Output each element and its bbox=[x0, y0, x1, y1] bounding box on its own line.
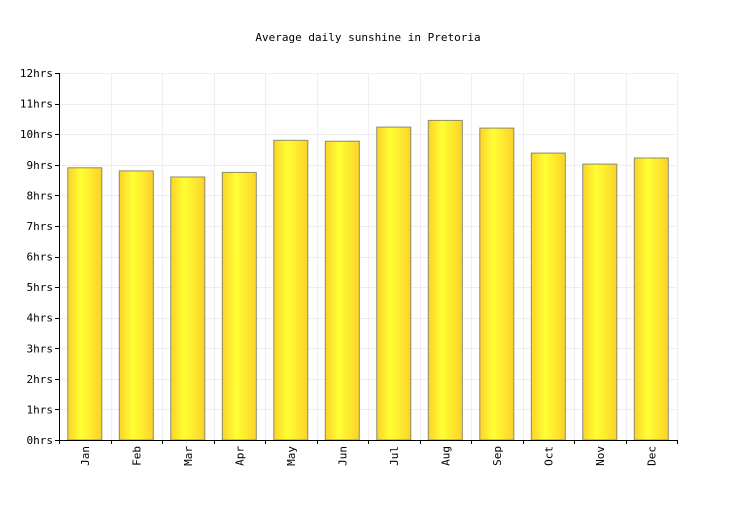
bar-aug bbox=[427, 119, 463, 441]
x-tick-label-oct: Oct bbox=[542, 446, 555, 466]
y-tick-label: 11hrs bbox=[20, 98, 53, 111]
bar-apr bbox=[221, 171, 257, 441]
bar-feb bbox=[118, 170, 154, 441]
x-tick-label-jun: Jun bbox=[336, 446, 349, 466]
y-tick-label: 5hrs bbox=[27, 281, 54, 294]
bar-jun bbox=[324, 140, 360, 441]
x-tick-labels: Jan Feb Mar Apr May Jun Jul Aug Sep Oct Nov Dec bbox=[79, 446, 658, 466]
bar-mar bbox=[170, 176, 206, 441]
x-tick-label-may: May bbox=[285, 446, 298, 466]
bar-oct bbox=[530, 152, 566, 441]
x-tick-label-dec: Dec bbox=[645, 446, 658, 466]
y-tick-label: 3hrs bbox=[27, 342, 54, 355]
y-tick-label: 12hrs bbox=[20, 67, 53, 80]
y-tick-labels: 0hrs 1hrs 2hrs 3hrs 4hrs 5hrs 6hrs 7hrs 8hrs 9hrs… bbox=[20, 67, 53, 447]
y-tick-label: 9hrs bbox=[27, 159, 54, 172]
x-tick-label-sep: Sep bbox=[491, 446, 504, 466]
bar-sep bbox=[479, 127, 515, 441]
x-tick-label-nov: Nov bbox=[594, 446, 607, 466]
bar-jul bbox=[376, 126, 412, 441]
y-tick-label: 2hrs bbox=[27, 373, 54, 386]
y-tick-label: 10hrs bbox=[20, 128, 53, 141]
x-tick-label-feb: Feb bbox=[130, 446, 143, 466]
x-tick-label-jan: Jan bbox=[79, 446, 92, 466]
bar-nov bbox=[582, 163, 618, 441]
y-tick-label: 8hrs bbox=[27, 189, 54, 202]
grid-lines bbox=[59, 73, 678, 440]
bar-dec bbox=[633, 157, 669, 441]
bar-may bbox=[273, 139, 309, 441]
chart-title: Average daily sunshine in Pretoria bbox=[255, 31, 480, 44]
x-tick-label-mar: Mar bbox=[182, 446, 195, 466]
x-tick-label-jul: Jul bbox=[388, 446, 401, 466]
bar-jan bbox=[67, 167, 103, 441]
y-tick-label: 6hrs bbox=[27, 251, 54, 264]
y-tick-label: 0hrs bbox=[27, 434, 54, 447]
y-tick-label: 4hrs bbox=[27, 312, 54, 325]
axes bbox=[55, 73, 678, 444]
bars bbox=[67, 119, 669, 441]
y-tick-label: 7hrs bbox=[27, 220, 54, 233]
x-tick-label-apr: Apr bbox=[233, 446, 246, 466]
y-tick-label: 1hrs bbox=[27, 403, 54, 416]
x-tick-label-aug: Aug bbox=[439, 446, 452, 466]
